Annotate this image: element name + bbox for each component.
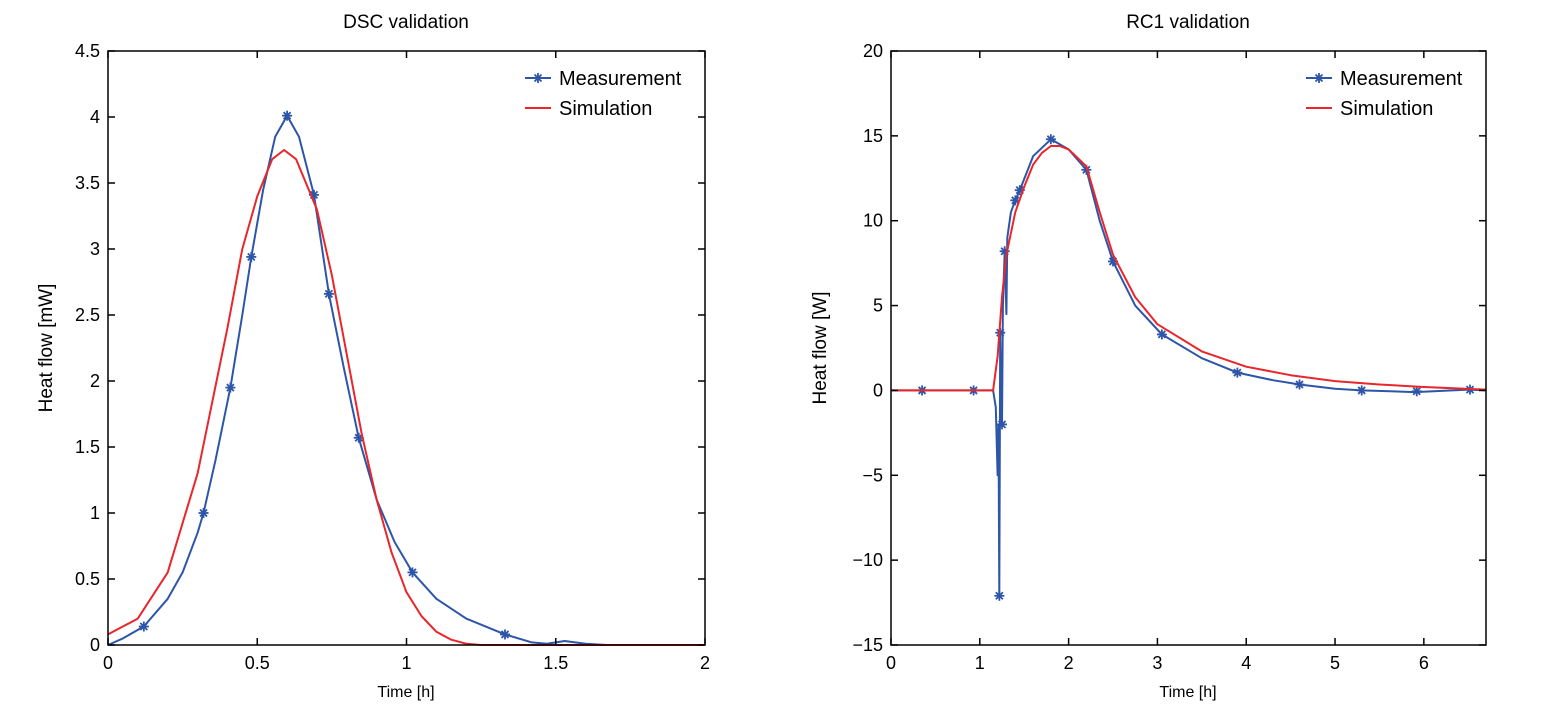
y-tick-label: 1	[90, 503, 100, 523]
x-tick-label: 1	[975, 653, 985, 673]
x-tick-label: 0.5	[245, 653, 270, 673]
data-point	[407, 567, 418, 578]
data-point	[997, 419, 1008, 430]
data-point	[282, 110, 293, 121]
data-point	[994, 590, 1005, 601]
x-axis-label: Time [h]	[1159, 684, 1216, 701]
data-point	[1156, 329, 1167, 340]
legend-label: Simulation	[559, 98, 652, 120]
data-point	[1411, 386, 1422, 397]
rc1-validation-chart: RC1 validation Time [h] Heat flow [W] 0 1…	[810, 12, 1487, 701]
y-tick-label: 10	[863, 211, 883, 231]
y-axis-label: Heat flow [W]	[810, 292, 831, 405]
y-tick-label: 0.5	[75, 569, 100, 589]
data-point	[1356, 385, 1367, 396]
x-tick-label: 1	[401, 653, 411, 673]
series-line-simulation	[107, 149, 705, 646]
series-line-simulation	[891, 145, 1487, 392]
y-tick-label: −10	[852, 550, 883, 570]
x-axis-label: Time [h]	[377, 684, 434, 701]
data-point	[323, 288, 334, 299]
y-axis-label: Heat flow [mW]	[36, 284, 57, 413]
x-tick-label: 2	[700, 653, 710, 673]
y-tick-label: −15	[852, 635, 883, 655]
y-tick-label: 2	[90, 371, 100, 391]
x-tick-label: 3	[1152, 653, 1162, 673]
data-point	[500, 629, 511, 640]
y-tick-label: 20	[863, 41, 883, 61]
legend-label: Simulation	[1340, 98, 1433, 120]
y-tick-label: −5	[862, 465, 883, 485]
chart-title: RC1 validation	[1126, 12, 1250, 33]
legend-label: Measurement	[559, 68, 682, 90]
x-tick-label: 2	[1064, 653, 1074, 673]
y-tick-label: 4	[90, 107, 100, 127]
y-tick-label: 3	[90, 239, 100, 259]
data-point	[138, 621, 149, 632]
series-line-measurement	[107, 114, 607, 646]
x-tick-label: 4	[1241, 653, 1251, 673]
data-point	[1045, 134, 1056, 145]
legend: Measurement Simulation	[1306, 68, 1463, 120]
y-tick-label: 3.5	[75, 173, 100, 193]
x-tick-label: 5	[1330, 653, 1340, 673]
axes-box	[890, 50, 1487, 646]
x-tick-label: 0	[886, 653, 896, 673]
x-tick-label: 0	[103, 653, 113, 673]
dsc-validation-chart: DSC validation Time [h] Heat flow [mW] 0…	[36, 12, 710, 701]
x-tick-label: 6	[1419, 653, 1429, 673]
chart-title: DSC validation	[343, 12, 469, 33]
data-point	[198, 508, 209, 518]
x-tick-label: 1.5	[543, 653, 568, 673]
series-line-measurement	[891, 138, 1487, 597]
data-point	[1294, 379, 1305, 390]
legend-label: Measurement	[1340, 68, 1463, 90]
axes-box	[107, 50, 706, 646]
data-point	[225, 382, 236, 393]
y-tick-label: 2.5	[75, 305, 100, 325]
y-tick-label: 0	[90, 635, 100, 655]
data-point	[246, 251, 257, 262]
y-tick-label: 4.5	[75, 41, 100, 61]
y-tick-label: 1.5	[75, 437, 100, 457]
y-tick-label: 15	[863, 126, 883, 146]
y-tick-label: 5	[873, 296, 883, 316]
y-tick-label: 0	[873, 380, 883, 400]
data-point	[1232, 367, 1243, 378]
legend: Measurement Simulation	[525, 68, 682, 120]
